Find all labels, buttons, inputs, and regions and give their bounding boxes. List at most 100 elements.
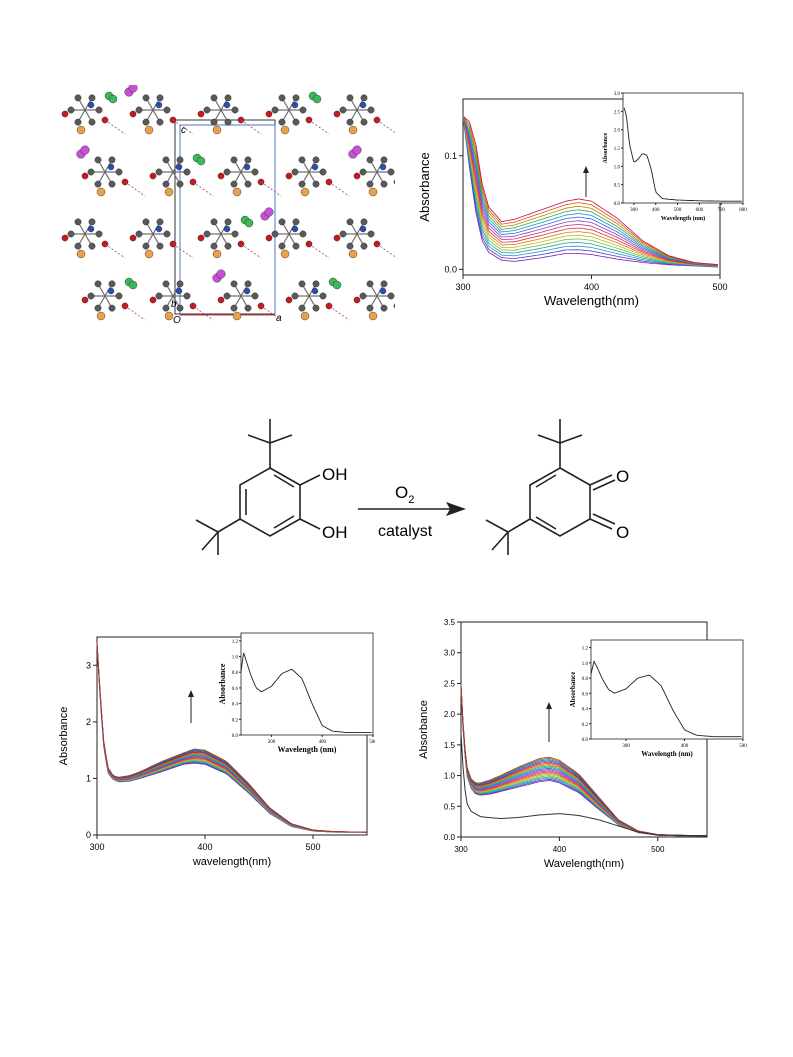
- oxygen-atom: [129, 110, 137, 118]
- reaction-scheme-svg: OH OH O2 catalyst: [195, 419, 629, 555]
- carbon-atom: [135, 106, 143, 114]
- y-axis-label: Absorbance: [418, 700, 430, 759]
- oxygen-atom: [265, 234, 273, 242]
- y-tick-label: 0.5: [444, 802, 456, 811]
- x-tick-label: 400: [584, 282, 599, 292]
- hydrogen-bond: [124, 181, 146, 197]
- chlorine-atom: [312, 94, 322, 104]
- carbon-atom: [74, 242, 82, 250]
- spectrum-line: [462, 115, 718, 267]
- carbon-atom: [366, 156, 374, 164]
- crystal-atoms-group: [61, 83, 418, 321]
- carbon-atom: [359, 292, 367, 300]
- metal-atom: [280, 249, 290, 259]
- chlorine-atom: [196, 156, 206, 166]
- carbon-atom: [230, 156, 238, 164]
- crystal-structure-figure: c b O a: [55, 83, 418, 345]
- carbon-atom: [108, 304, 116, 312]
- inset-y-tick-label: 0.6: [582, 692, 589, 697]
- inset-x-tick-label: 700: [717, 208, 725, 213]
- carbon-atom: [359, 168, 367, 176]
- metal-atom: [96, 187, 106, 197]
- carbon-atom: [183, 168, 191, 176]
- carbon-atom: [156, 94, 164, 102]
- carbon-atom: [380, 280, 388, 288]
- x-tick-label: 400: [553, 845, 567, 854]
- carbon-atom: [292, 242, 300, 250]
- carbon-atom: [251, 168, 259, 176]
- nitrogen-atom: [311, 287, 319, 295]
- inset-x-tick-label: 400: [652, 208, 660, 213]
- inset-y-axis-label: Absorbance: [218, 663, 227, 704]
- carbon-atom: [142, 118, 150, 126]
- carbon-atom: [299, 230, 307, 238]
- oxygen-atom: [393, 302, 401, 310]
- chlorine-atom: [128, 280, 138, 290]
- carbon-atom: [163, 230, 171, 238]
- nitrogen-atom: [107, 163, 115, 171]
- hydrogen-bond: [376, 119, 398, 135]
- spectrum-line: [462, 115, 718, 266]
- carbon-atom: [176, 304, 184, 312]
- inset-x-tick-label: 500: [739, 744, 747, 749]
- plot-frame: [96, 636, 368, 836]
- iodine-atom: [264, 207, 274, 217]
- inset-frame: [622, 92, 744, 204]
- nitrogen-atom: [223, 225, 231, 233]
- carbon-atom: [223, 168, 231, 176]
- carbon-atom: [108, 280, 116, 288]
- carbon-atom: [360, 218, 368, 226]
- carbon-atom: [210, 242, 218, 250]
- carbon-atom: [312, 180, 320, 188]
- inset-y-tick-label: 1.0: [614, 165, 621, 170]
- carbon-atom: [67, 106, 75, 114]
- y-tick-label: 2.5: [444, 679, 456, 688]
- oxygen-atom: [81, 172, 89, 180]
- spectrum-line: [462, 115, 718, 267]
- inset-y-tick-label: 0.6: [232, 687, 239, 692]
- carbon-atom: [366, 180, 374, 188]
- carbon-atom: [74, 118, 82, 126]
- carbon-atom: [278, 242, 286, 250]
- y-tick-label: 1.0: [444, 772, 456, 781]
- y-tick-label: 3.5: [444, 618, 456, 627]
- inset-y-tick-label: 3.0: [614, 92, 621, 97]
- carbon-atom: [346, 218, 354, 226]
- carbon-atom: [230, 280, 238, 288]
- axis-label-b: b: [171, 299, 177, 310]
- chart-bottom-right: 300 400 500 0.0 0.5 1.0 1.5 2.0 2.5 3.0 3.5 Wavelen…: [415, 612, 760, 882]
- carbon-atom: [231, 230, 239, 238]
- carbon-atom: [230, 180, 238, 188]
- oxygen-atom: [333, 234, 341, 242]
- y-tick-label: 3: [86, 660, 91, 670]
- carbon-atom: [278, 118, 286, 126]
- hydrogen-bond: [124, 305, 146, 321]
- reagent-label: O2: [395, 483, 414, 506]
- carbon-atom: [210, 94, 218, 102]
- nitrogen-atom: [107, 287, 115, 295]
- carbon-atom: [312, 280, 320, 288]
- carbon-atom: [183, 292, 191, 300]
- metal-atom: [300, 311, 310, 321]
- nitrogen-atom: [291, 225, 299, 233]
- metal-atom: [212, 249, 222, 259]
- axis-label-origin: O: [173, 315, 181, 326]
- inset-frame: [590, 639, 744, 740]
- inset-x-axis-label: Wavelength (nm): [278, 745, 337, 754]
- increase-arrow-head: [583, 166, 589, 173]
- carbon-atom: [108, 180, 116, 188]
- carbon-atom: [74, 218, 82, 226]
- carbon-atom: [387, 292, 395, 300]
- chlorine-atom: [108, 94, 118, 104]
- carbon-atom: [312, 156, 320, 164]
- carbon-atom: [74, 94, 82, 102]
- carbon-atom: [94, 180, 102, 188]
- hydrogen-bond: [260, 181, 282, 197]
- inset-y-tick-label: 0.8: [582, 677, 589, 682]
- carbon-atom: [366, 304, 374, 312]
- inset-spectrum-line: [623, 107, 742, 202]
- spectrum-line: [462, 115, 718, 267]
- carbon-atom: [346, 118, 354, 126]
- reactant-oh-top: OH: [322, 465, 348, 484]
- inset-y-tick-label: 2.5: [614, 110, 621, 115]
